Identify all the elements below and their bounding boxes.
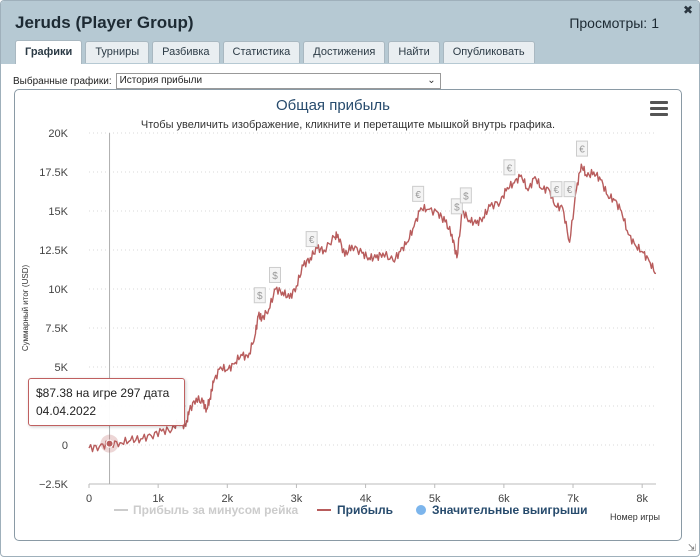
y-tick-label: −2.5K [39, 479, 69, 491]
big-win-marker-symbol: $ [272, 271, 278, 282]
tooltip-line-1: $87.38 на игре 297 дата [36, 386, 170, 400]
title-bar: Jeruds (Player Group) Просмотры: 1 ✖ Граф… [1, 1, 699, 64]
y-tick-label: 0 [62, 440, 68, 452]
window-title: Jeruds (Player Group) [15, 13, 194, 32]
big-win-marker[interactable] [305, 231, 318, 248]
x-tick-label: 1k [152, 493, 164, 505]
x-tick-label: 0 [86, 493, 92, 505]
chart-title: Общая прибыль [276, 97, 390, 114]
tab-bar: Графики Турниры Разбивка Статистика Дост… [15, 40, 535, 64]
legend-big-wins-label[interactable]: Значительные выигрыши [432, 503, 588, 517]
y-tick-label: 12.5K [39, 245, 68, 257]
x-tick-label: 2k [221, 493, 233, 505]
x-tick-label: 3k [291, 493, 303, 505]
profit-series-line [88, 163, 657, 453]
tab-statistics[interactable]: Статистика [222, 41, 301, 63]
tooltip-line-2: 04.04.2022 [36, 404, 97, 418]
big-win-marker[interactable] [550, 181, 563, 198]
y-tick-label: 5K [55, 362, 69, 374]
big-win-marker[interactable] [253, 287, 266, 304]
tab-publish[interactable]: Опубликовать [442, 41, 535, 63]
x-axis-label: Номер игры [610, 512, 660, 522]
big-win-marker[interactable] [412, 185, 425, 202]
big-win-marker-symbol: € [415, 190, 421, 201]
x-tick-label: 7k [567, 493, 579, 505]
chart-subtitle: Чтобы увеличить изображение, кликните и … [141, 119, 555, 131]
y-tick-label: 20K [48, 128, 68, 140]
x-tick-label: 6k [498, 493, 510, 505]
chart-menu-icon[interactable] [650, 101, 668, 117]
y-axis-label: Суммарный итог (USD) [21, 265, 30, 352]
x-tick-label: 4k [360, 493, 372, 505]
chart-container[interactable] [14, 89, 682, 541]
legend-big-wins-swatch [416, 505, 426, 515]
tab-find[interactable]: Найти [388, 41, 440, 63]
y-tick-label: 7.5K [45, 323, 68, 335]
big-win-marker-symbol: $ [454, 202, 460, 213]
big-win-marker[interactable] [503, 159, 516, 176]
big-win-marker-symbol: € [309, 235, 315, 246]
resize-grip-icon[interactable]: ⇲ [687, 543, 696, 554]
big-win-marker-symbol: $ [463, 191, 469, 202]
chart-select-value: История прибыли [119, 75, 203, 86]
close-icon[interactable]: ✖ [682, 3, 693, 17]
tab-achievements[interactable]: Достижения [303, 41, 386, 63]
legend-profit-label[interactable]: Прибыль [337, 503, 393, 517]
y-tick-label: 17.5K [39, 167, 68, 179]
big-win-marker[interactable] [563, 181, 576, 198]
big-win-marker-symbol: € [554, 185, 560, 196]
x-tick-label: 5k [429, 493, 441, 505]
big-win-marker-symbol: € [567, 185, 573, 196]
views-count: 1 [651, 15, 659, 31]
chart-tooltip: $87.38 на игре 297 дата 04.04.2022 [28, 378, 185, 426]
tab-graphs[interactable]: Графики [15, 40, 83, 64]
big-win-marker-symbol: $ [257, 291, 263, 302]
big-win-marker-symbol: € [507, 163, 513, 174]
big-win-marker[interactable] [450, 198, 463, 215]
big-win-marker[interactable] [459, 187, 472, 204]
big-win-marker[interactable] [269, 266, 282, 283]
chart-selector-label: Выбранные графики: [13, 75, 112, 87]
chart-selector-row: Выбранные графики: История прибыли ⌄ [13, 73, 441, 89]
big-win-marker-symbol: € [579, 145, 585, 156]
x-tick-label: 8k [636, 493, 648, 505]
chart-select[interactable]: История прибыли ⌄ [115, 73, 441, 89]
chevron-down-icon: ⌄ [427, 75, 436, 86]
big-win-marker[interactable] [576, 140, 589, 157]
hover-point[interactable] [105, 439, 114, 448]
views-counter: Просмотры: 1 [565, 15, 659, 31]
tab-tournaments[interactable]: Турниры [85, 41, 150, 63]
y-tick-label: 15K [48, 206, 68, 218]
views-label: Просмотры: [569, 15, 648, 31]
tab-breakdown[interactable]: Разбивка [152, 41, 220, 63]
legend-rake-label[interactable]: Прибыль за минусом рейка [133, 503, 298, 517]
y-tick-label: 10K [48, 284, 68, 296]
